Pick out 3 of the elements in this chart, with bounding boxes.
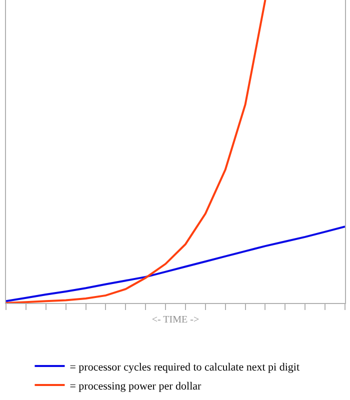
legend-label: = processing power per dollar xyxy=(70,380,202,392)
legend-label: = processor cycles required to calculate next pi digit xyxy=(70,361,300,374)
x-axis-title: <- TIME -> xyxy=(152,314,200,326)
